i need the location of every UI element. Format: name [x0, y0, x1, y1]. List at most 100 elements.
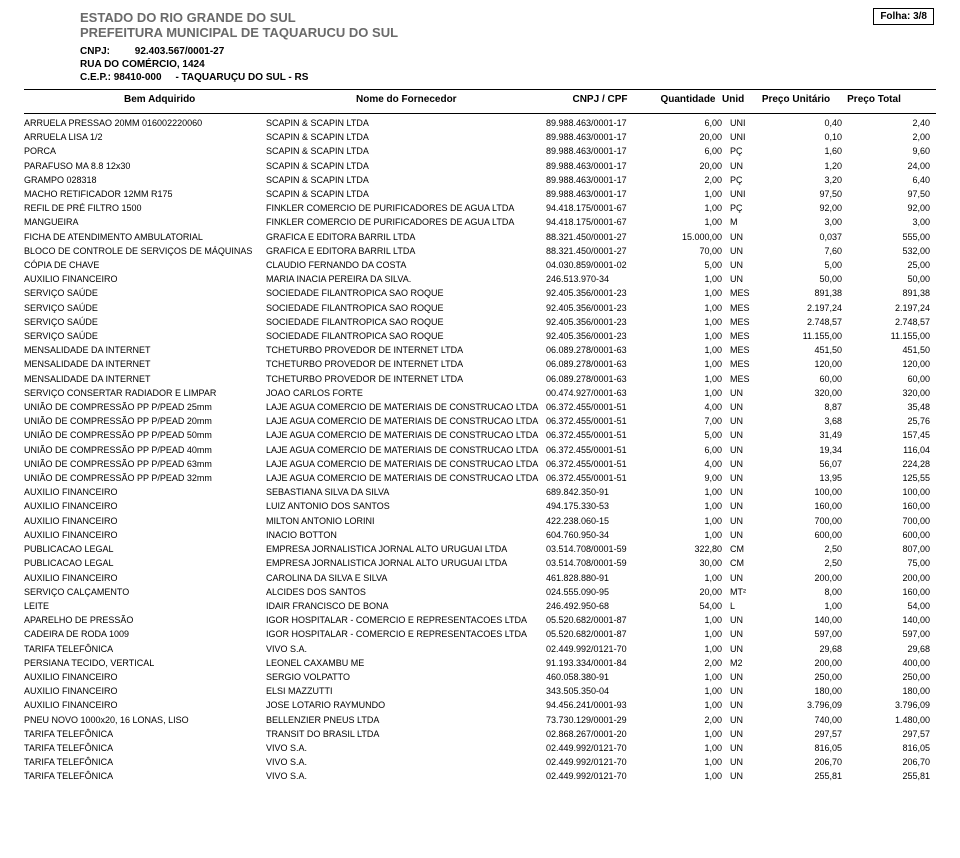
cell-cnpj: 89.988.463/0001-17 — [546, 130, 654, 144]
table-row: AUXILIO FINANCEIROSEBASTIANA SILVA DA SI… — [0, 485, 960, 499]
cell-cnpj: 06.089.278/0001-63 — [546, 357, 654, 371]
cell-unid: MES — [730, 357, 766, 371]
cell-unid: UN — [730, 272, 766, 286]
header-endereco: RUA DO COMÉRCIO, 1424 — [80, 59, 960, 70]
cell-quantidade: 1,00 — [654, 272, 730, 286]
cell-bem: SERVIÇO CONSERTAR RADIADOR E LIMPAR — [24, 386, 266, 400]
cell-bem: ARRUELA PRESSAO 20MM 016002220060 — [24, 116, 266, 130]
col-preco-unitario: Preço Unitário — [758, 94, 834, 105]
cell-fornecedor: ALCIDES DOS SANTOS — [266, 585, 546, 599]
col-preco-total: Preço Total — [834, 94, 914, 105]
cell-cnpj: 92.405.356/0001-23 — [546, 301, 654, 315]
cell-fornecedor: TCHETURBO PROVEDOR DE INTERNET LTDA — [266, 357, 546, 371]
cell-unid: UN — [730, 741, 766, 755]
table-row: SERVIÇO SAÚDESOCIEDADE FILANTROPICA SAO … — [0, 329, 960, 343]
cell-preco-unitario: 250,00 — [766, 670, 850, 684]
table-row: CADEIRA DE RODA 1009IGOR HOSPITALAR - CO… — [0, 627, 960, 641]
cell-bem: TARIFA TELEFÔNICA — [24, 755, 266, 769]
cell-unid: UN — [730, 414, 766, 428]
cell-bem: PUBLICACAO LEGAL — [24, 542, 266, 556]
cell-bem: MANGUEIRA — [24, 215, 266, 229]
cell-unid: CM — [730, 556, 766, 570]
cell-cnpj: 94.418.175/0001-67 — [546, 215, 654, 229]
cell-preco-unitario: 50,00 — [766, 272, 850, 286]
cell-bem: APARELHO DE PRESSÃO — [24, 613, 266, 627]
cell-cnpj: 92.405.356/0001-23 — [546, 315, 654, 329]
cell-unid: UN — [730, 571, 766, 585]
cell-bem: FICHA DE ATENDIMENTO AMBULATORIAL — [24, 230, 266, 244]
cell-unid: UN — [730, 443, 766, 457]
cell-quantidade: 15.000,00 — [654, 230, 730, 244]
cell-preco-total: 891,38 — [850, 286, 930, 300]
cell-quantidade: 1,00 — [654, 741, 730, 755]
cell-fornecedor: VIVO S.A. — [266, 741, 546, 755]
table-row: AUXILIO FINANCEIROLUIZ ANTONIO DOS SANTO… — [0, 499, 960, 513]
cell-bem: CADEIRA DE RODA 1009 — [24, 627, 266, 641]
cell-preco-total: 116,04 — [850, 443, 930, 457]
table-row: CÓPIA DE CHAVECLAUDIO FERNANDO DA COSTA0… — [0, 258, 960, 272]
cell-bem: AUXILIO FINANCEIRO — [24, 698, 266, 712]
cell-preco-total: 2,40 — [850, 116, 930, 130]
cell-bem: PORCA — [24, 144, 266, 158]
report-page: Folha: 3/8 ESTADO DO RIO GRANDE DO SUL P… — [0, 0, 960, 784]
cell-preco-total: 400,00 — [850, 656, 930, 670]
cell-preco-total: 25,76 — [850, 414, 930, 428]
cell-preco-total: 2.197,24 — [850, 301, 930, 315]
cell-preco-unitario: 451,50 — [766, 343, 850, 357]
cell-preco-total: 250,00 — [850, 670, 930, 684]
column-headers: Bem Adquirido Nome do Fornecedor CNPJ / … — [0, 90, 960, 107]
cell-unid: UN — [730, 400, 766, 414]
cell-preco-total: 60,00 — [850, 372, 930, 386]
cell-preco-unitario: 5,00 — [766, 258, 850, 272]
cell-cnpj: 06.089.278/0001-63 — [546, 343, 654, 357]
cell-quantidade: 1,00 — [654, 201, 730, 215]
cell-unid: MES — [730, 329, 766, 343]
cell-cnpj: 03.514.708/0001-59 — [546, 542, 654, 556]
cell-bem: SERVIÇO SAÚDE — [24, 329, 266, 343]
cell-preco-unitario: 7,60 — [766, 244, 850, 258]
cell-bem: UNIÃO DE COMPRESSÃO PP P/PEAD 20mm — [24, 414, 266, 428]
cell-quantidade: 1,00 — [654, 727, 730, 741]
col-unid: Unid — [722, 94, 758, 105]
cell-fornecedor: VIVO S.A. — [266, 755, 546, 769]
cell-preco-total: 140,00 — [850, 613, 930, 627]
cell-preco-total: 100,00 — [850, 485, 930, 499]
cell-bem: AUXILIO FINANCEIRO — [24, 528, 266, 542]
table-row: TARIFA TELEFÔNICATRANSIT DO BRASIL LTDA0… — [0, 727, 960, 741]
cell-quantidade: 1,00 — [654, 372, 730, 386]
cell-fornecedor: VIVO S.A. — [266, 769, 546, 783]
cell-preco-unitario: 13,95 — [766, 471, 850, 485]
cell-preco-unitario: 92,00 — [766, 201, 850, 215]
cell-bem: AUXILIO FINANCEIRO — [24, 514, 266, 528]
table-row: GRAMPO 028318SCAPIN & SCAPIN LTDA89.988.… — [0, 173, 960, 187]
cell-cnpj: 89.988.463/0001-17 — [546, 116, 654, 130]
report-header: ESTADO DO RIO GRANDE DO SUL PREFEITURA M… — [0, 6, 960, 83]
cell-unid: PÇ — [730, 173, 766, 187]
cell-preco-unitario: 816,05 — [766, 741, 850, 755]
cell-bem: TARIFA TELEFÔNICA — [24, 727, 266, 741]
table-row: BLOCO DE CONTROLE DE SERVIÇOS DE MÁQUINA… — [0, 244, 960, 258]
cell-cnpj: 460.058.380-91 — [546, 670, 654, 684]
cell-unid: MES — [730, 343, 766, 357]
cell-fornecedor: INACIO BOTTON — [266, 528, 546, 542]
cell-bem: AUXILIO FINANCEIRO — [24, 272, 266, 286]
table-row: MANGUEIRAFINKLER COMERCIO DE PURIFICADOR… — [0, 215, 960, 229]
table-row: FICHA DE ATENDIMENTO AMBULATORIALGRAFICA… — [0, 230, 960, 244]
cell-bem: UNIÃO DE COMPRESSÃO PP P/PEAD 25mm — [24, 400, 266, 414]
col-bem: Bem Adquirido — [24, 94, 266, 105]
table-row: UNIÃO DE COMPRESSÃO PP P/PEAD 32mmLAJE A… — [0, 471, 960, 485]
cell-fornecedor: FINKLER COMERCIO DE PURIFICADORES DE AGU… — [266, 215, 546, 229]
table-row: SERVIÇO SAÚDESOCIEDADE FILANTROPICA SAO … — [0, 286, 960, 300]
cell-bem: SERVIÇO SAÚDE — [24, 301, 266, 315]
cell-quantidade: 2,00 — [654, 656, 730, 670]
cell-bem: TARIFA TELEFÔNICA — [24, 741, 266, 755]
cell-unid: MES — [730, 372, 766, 386]
cell-unid: UN — [730, 684, 766, 698]
cell-unid: UN — [730, 159, 766, 173]
cell-preco-unitario: 700,00 — [766, 514, 850, 528]
cell-quantidade: 1,00 — [654, 514, 730, 528]
cell-unid: UN — [730, 514, 766, 528]
cell-preco-unitario: 740,00 — [766, 713, 850, 727]
cell-cnpj: 494.175.330-53 — [546, 499, 654, 513]
cell-fornecedor: IDAIR FRANCISCO DE BONA — [266, 599, 546, 613]
